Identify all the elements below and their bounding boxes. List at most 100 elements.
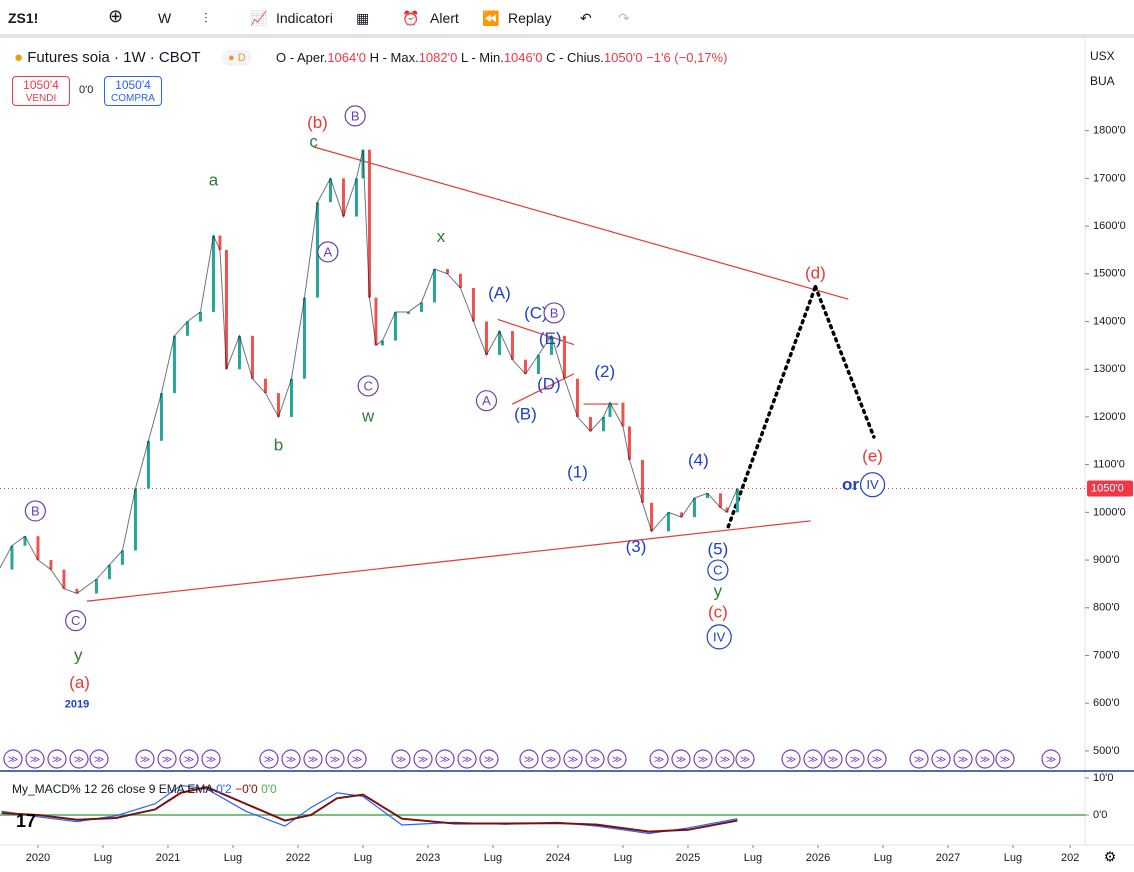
event-icon-glyph: ≫: [590, 755, 600, 766]
buy-button[interactable]: 1050'4 COMPRA: [104, 76, 162, 106]
trend-line: [312, 146, 849, 300]
redo[interactable]: ↷: [618, 10, 630, 26]
price-bar: [341, 178, 345, 217]
price-bar: [640, 459, 644, 503]
interval[interactable]: W: [158, 10, 172, 26]
replay[interactable]: Replay: [508, 10, 552, 26]
x-tick-label: 202: [1061, 852, 1079, 864]
price-bar: [198, 311, 202, 322]
y-tick-label: 1100'0: [1093, 459, 1125, 471]
toolbar: ZS1! ⊕ W ⫶ 📈 Indicatori ▦ ⏰ Alert ⏪ Repl…: [0, 0, 1134, 38]
event-icon: [413, 749, 433, 769]
alert[interactable]: Alert: [430, 10, 459, 26]
wave-label: w: [361, 406, 375, 425]
tv-logo: 17: [16, 811, 36, 831]
price-bar: [679, 512, 683, 518]
price-bar: [523, 359, 527, 374]
alert-icon[interactable]: ⏰: [402, 10, 420, 26]
layout-icon[interactable]: ▦: [356, 10, 370, 26]
indicators[interactable]: Indicatori: [276, 10, 333, 26]
event-icon-glyph: ≫: [936, 755, 946, 766]
price-bar: [276, 393, 280, 417]
event-icon: [607, 749, 627, 769]
y-tick-label: 1500'0: [1093, 268, 1126, 280]
wave-label: B: [550, 305, 559, 320]
event-icon-glyph: ≫: [786, 755, 796, 766]
legend-name: Futures soia · 1W · CBOT: [27, 49, 201, 66]
price-bar: [497, 331, 501, 355]
y-tick-label: 1300'0: [1093, 363, 1126, 375]
event-icon: [1041, 749, 1061, 769]
undo[interactable]: ↶: [580, 10, 592, 26]
settings-icon: ⚙: [1104, 849, 1117, 865]
event-icon: [649, 749, 669, 769]
y-tick-label: 500'0: [1093, 745, 1120, 757]
c-label: C - Chius.: [546, 50, 604, 65]
price-bar: [211, 235, 215, 312]
wave-label: (d): [805, 263, 826, 282]
price-bar: [237, 335, 241, 370]
wave-label: C: [71, 613, 80, 628]
wave-label: (4): [688, 450, 709, 469]
x-tick-label: 2024: [546, 852, 570, 864]
price-bar: [374, 297, 378, 346]
bars-icon[interactable]: ⫶: [204, 10, 208, 26]
event-icon: [953, 749, 973, 769]
event-icon-glyph: ≫: [958, 755, 968, 766]
event-icon: [47, 749, 67, 769]
sell-button[interactable]: 1050'4 VENDI: [12, 76, 70, 106]
currency[interactable]: USX: [1090, 49, 1115, 63]
event-icon-glyph: ≫: [462, 755, 472, 766]
event-icon-glyph: ≫: [264, 755, 274, 766]
wave-circle: [24, 500, 46, 522]
price-bar: [146, 440, 150, 489]
event-icon: [541, 749, 561, 769]
event-icon-glyph: ≫: [850, 755, 860, 766]
l-label: L - Min.: [460, 50, 504, 65]
replay-icon[interactable]: ⏪: [482, 10, 500, 26]
event-icon: [995, 749, 1015, 769]
y-tick-label: 1600'0: [1093, 220, 1126, 232]
event-icon-glyph: ≫: [396, 755, 406, 766]
trend-line: [86, 520, 811, 602]
y-tick-label: 900'0: [1093, 554, 1120, 566]
price-bar: [650, 502, 654, 532]
symbol[interactable]: ZS1!: [8, 10, 39, 26]
badge: ● D: [222, 50, 252, 66]
wave-circle: [475, 390, 498, 412]
price-bar: [185, 321, 189, 336]
x-tick-label: 2025: [676, 852, 700, 864]
wave-label: (b): [307, 113, 328, 132]
event-icon: [303, 749, 323, 769]
event-icon: [157, 749, 177, 769]
add-icon[interactable]: ⊕: [108, 6, 124, 26]
ind-icon[interactable]: 📈: [250, 10, 268, 26]
event-icon: [3, 749, 23, 769]
wave-label: B: [31, 503, 40, 518]
sell-label: VENDI: [25, 93, 57, 104]
wave-label: (D): [537, 374, 561, 393]
wave-label: A: [482, 393, 491, 408]
event-icon-glyph: ≫: [308, 755, 318, 766]
price-line: [0, 149, 738, 595]
price-bar: [328, 178, 332, 203]
event-icon: [845, 749, 865, 769]
event-icon-glyph: ≫: [440, 755, 450, 766]
change: −1'6 (−0,17%): [646, 50, 728, 65]
x-tick-label: Lug: [484, 852, 502, 864]
unit[interactable]: BUA: [1090, 74, 1115, 88]
price-bar: [159, 393, 163, 441]
event-icon-glyph: ≫: [808, 755, 818, 766]
macd-signal: [1, 786, 738, 833]
wave-label: (5): [707, 540, 728, 559]
wave-label: or: [842, 475, 859, 494]
price-bar: [302, 297, 306, 379]
event-icon: [435, 749, 455, 769]
wave-label: b: [274, 436, 283, 455]
price-bar: [36, 536, 40, 561]
x-tick-label: Lug: [94, 852, 112, 864]
wave-label: a: [209, 170, 219, 189]
event-icon: [479, 749, 499, 769]
event-icon: [25, 749, 45, 769]
price-bar: [575, 378, 579, 417]
